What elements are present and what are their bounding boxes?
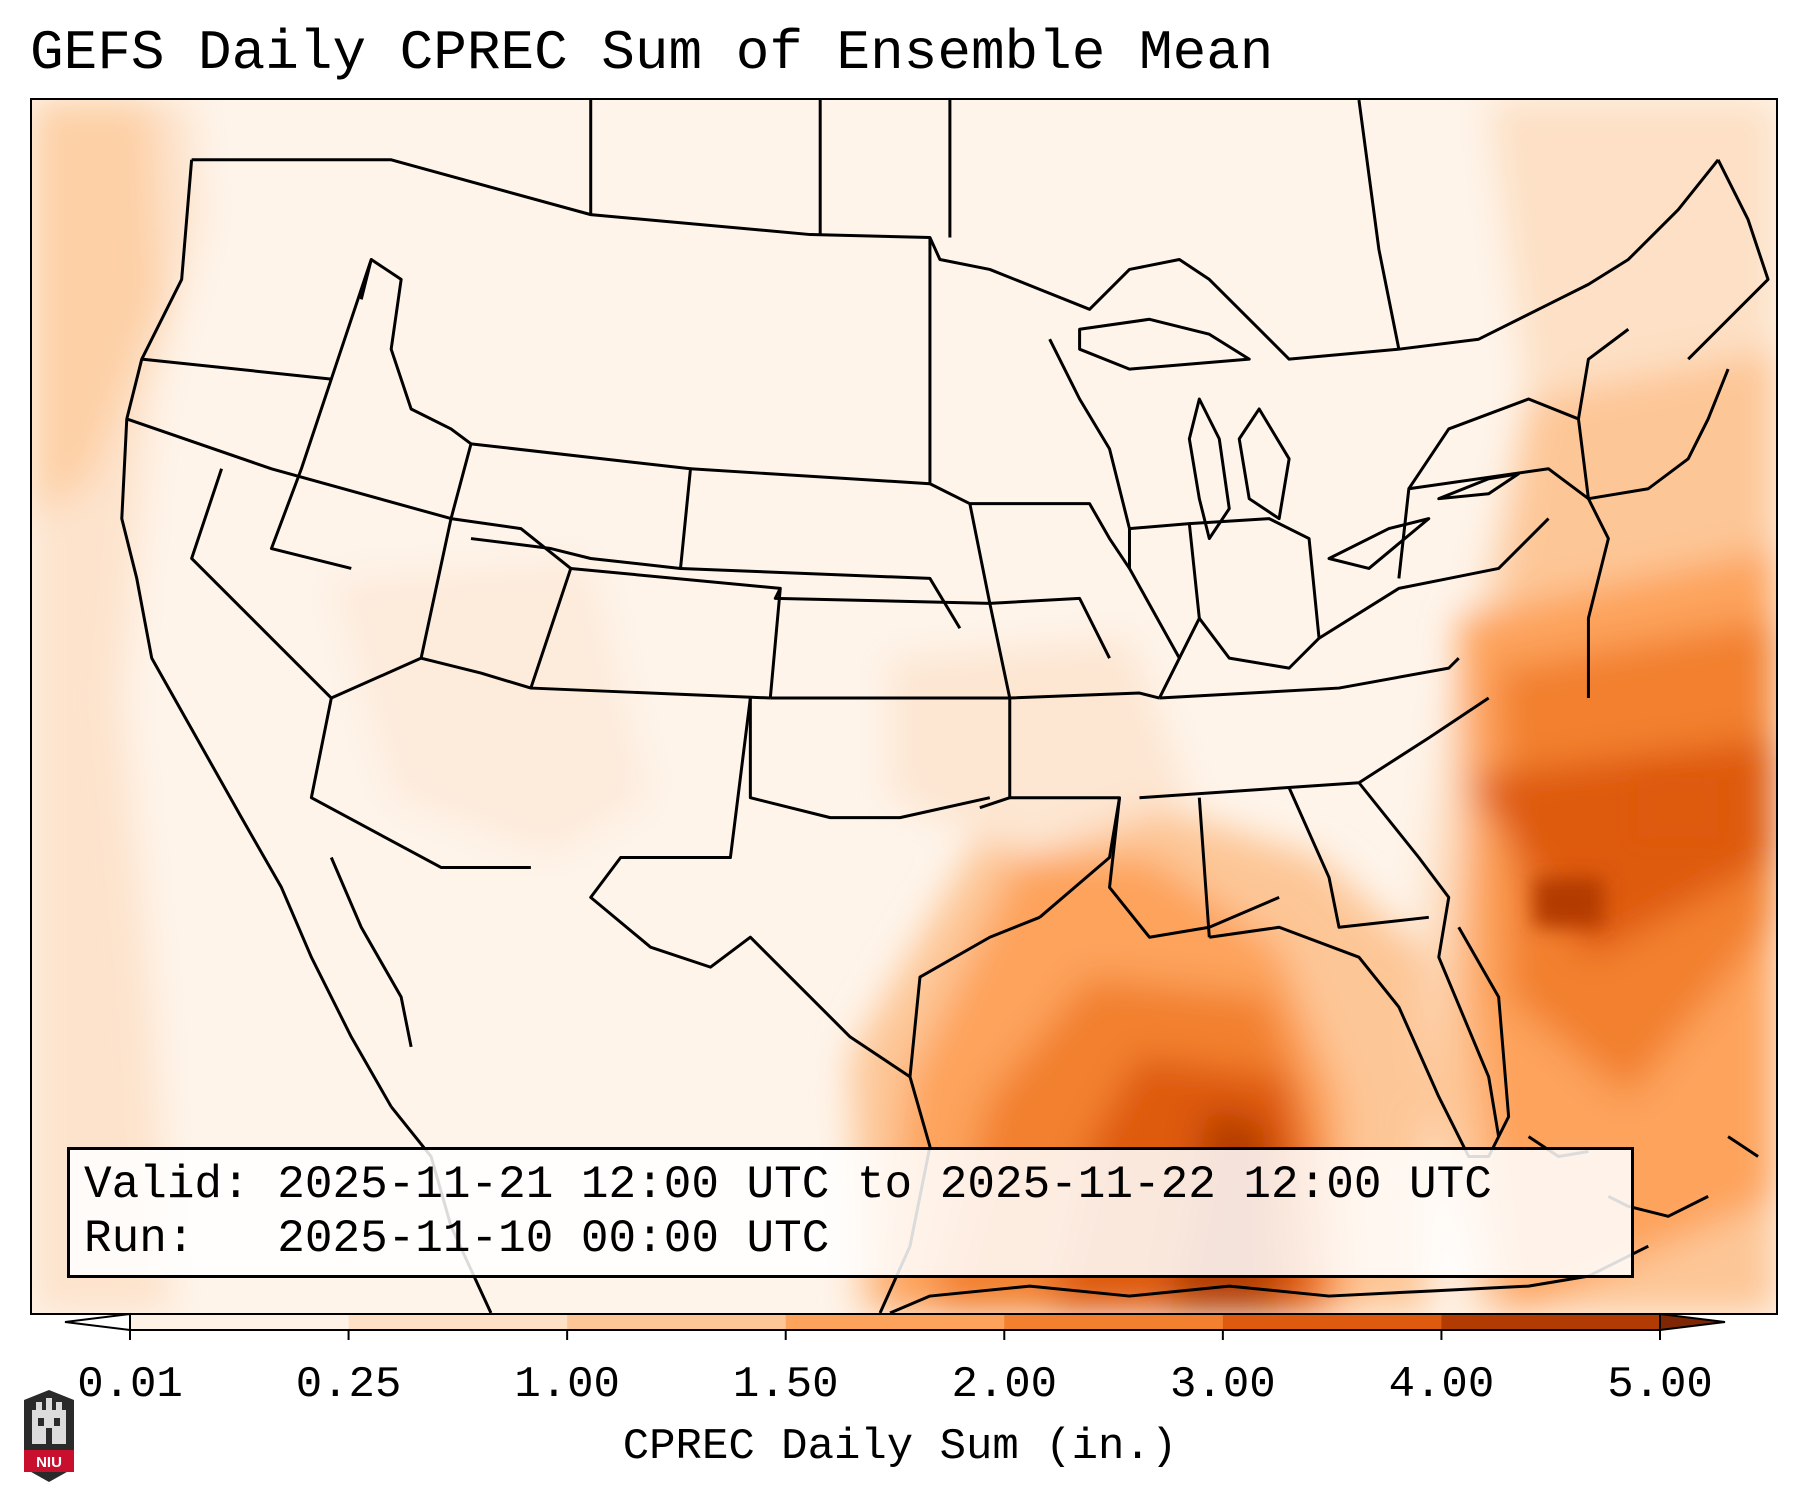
colorbar-segment — [567, 1314, 787, 1330]
colorbar-tick-label: 5.00 — [1607, 1360, 1713, 1410]
colorbar-segment — [785, 1314, 1005, 1330]
colorbar-extend-high — [1659, 1312, 1726, 1332]
colorbar-label: CPREC Daily Sum (in.) — [622, 1422, 1178, 1472]
colorbar-outline — [129, 1313, 1661, 1331]
colorbar-tick-label: 1.00 — [514, 1360, 620, 1410]
colorbar-tick-label: 1.50 — [732, 1360, 839, 1410]
state-boundaries — [120, 100, 1770, 1313]
map-canvas — [32, 100, 1776, 1313]
colorbar-tick-label: 4.00 — [1388, 1360, 1495, 1410]
precipitation-map — [30, 98, 1778, 1315]
colorbar-tick-label: 0.01 — [77, 1360, 183, 1410]
map-title: GEFS Daily CPREC Sum of Ensemble Mean — [30, 21, 1274, 85]
valid-value: 2025-11-21 12:00 UTC to 2025-11-22 12:00… — [277, 1159, 1492, 1211]
colorbar-segment — [1441, 1314, 1661, 1330]
precipitation-shading — [32, 100, 1776, 1313]
colorbar-segment — [130, 1314, 350, 1330]
valid-label: Valid: — [84, 1159, 250, 1211]
colorbar-segment — [1222, 1314, 1442, 1330]
university-building-logo-icon: NIU — [24, 1390, 74, 1482]
valid-run-info-box: Valid: 2025-11-21 12:00 UTC to 2025-11-2… — [67, 1147, 1634, 1278]
valid-time-line: Valid: 2025-11-21 12:00 UTC to 2025-11-2… — [84, 1158, 1617, 1212]
colorbar-tick-label: 2.00 — [951, 1360, 1058, 1410]
colorbar-segment — [1004, 1314, 1224, 1330]
run-time-line: Run: 2025-11-10 00:00 UTC — [84, 1212, 1617, 1266]
run-label: Run: — [84, 1213, 195, 1265]
colorbar-tick-label: 3.00 — [1170, 1360, 1276, 1410]
colorbar — [64, 1312, 1726, 1340]
colorbar-extend-low — [64, 1312, 131, 1332]
logo-text: NIU — [36, 1454, 62, 1471]
colorbar-segment — [348, 1314, 568, 1330]
colorbar-tick-label: 0.25 — [295, 1360, 402, 1410]
run-value: 2025-11-10 00:00 UTC — [277, 1213, 830, 1265]
